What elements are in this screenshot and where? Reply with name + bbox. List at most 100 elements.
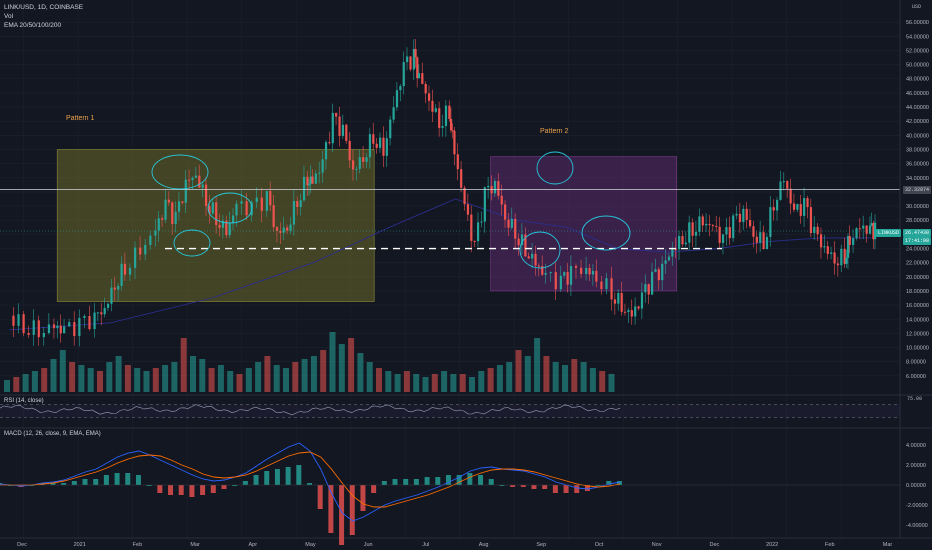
candle-body: [255, 197, 258, 203]
ema-indicator-label[interactable]: EMA 20/50/100/200: [4, 22, 62, 29]
macd-histogram-bar: [584, 485, 590, 491]
volume-bar: [301, 359, 308, 392]
macd-tick-label: 2.00000: [906, 463, 926, 469]
candle-body: [302, 176, 306, 201]
volume-bar: [431, 374, 438, 392]
volume-bar: [562, 365, 568, 392]
price-tick-label: 18.00000: [906, 289, 929, 295]
candle-body: [345, 124, 348, 141]
candle-body: [78, 317, 81, 337]
macd-histogram-bar: [82, 479, 88, 485]
candle-body: [613, 299, 617, 304]
candle-body: [708, 223, 711, 225]
candle-body: [63, 326, 66, 334]
candle-body: [225, 220, 228, 236]
rsi-title[interactable]: RSI (14, close): [4, 398, 44, 404]
time-axis-label: Mar: [190, 542, 200, 548]
macd-histogram-bar: [606, 481, 612, 485]
price-tick-label: 42.00000: [906, 119, 929, 125]
candle-body: [591, 270, 595, 275]
volume-bar: [106, 362, 113, 392]
candle-body: [22, 314, 25, 334]
candle-body: [265, 191, 268, 211]
candle-body: [161, 218, 164, 220]
candle-body: [657, 269, 660, 281]
candle-body: [487, 185, 490, 188]
price-tick-label: 10.00000: [906, 346, 929, 352]
candle-body: [362, 157, 365, 162]
candle-body: [569, 265, 573, 285]
last-price-tag: 26.47430: [903, 229, 932, 237]
macd-histogram-bar: [93, 479, 99, 485]
candle-body: [681, 236, 684, 245]
candle-body: [106, 303, 110, 308]
candle-body: [803, 198, 806, 216]
candle-body: [507, 219, 510, 228]
candle-body: [678, 236, 681, 250]
volume-bar: [459, 374, 466, 392]
candle-body: [154, 230, 157, 236]
candle-body: [534, 253, 537, 266]
macd-histogram-bar: [7, 485, 13, 486]
volume-bar: [403, 371, 410, 392]
macd-histogram-bar: [381, 481, 387, 485]
candle-body: [194, 175, 198, 178]
price-tick-label: 16.00000: [906, 303, 929, 309]
candle-body: [306, 176, 309, 186]
candle-body: [282, 227, 285, 233]
macd-histogram-bar: [339, 485, 345, 545]
candle-body: [201, 184, 204, 188]
candle-body: [574, 265, 578, 268]
candle-body: [855, 228, 858, 239]
candle-body: [412, 49, 415, 70]
candle-body: [759, 232, 762, 243]
volume-bar: [264, 356, 271, 392]
macd-histogram-bar: [168, 485, 174, 495]
macd-histogram-bar: [317, 485, 323, 509]
candle-body: [667, 256, 671, 261]
candle-body: [321, 159, 324, 173]
candle-body: [742, 208, 745, 223]
volume-bar: [162, 365, 169, 392]
candle-body: [204, 184, 208, 207]
candle-body: [473, 240, 476, 242]
macd-histogram-bar: [285, 467, 291, 485]
candle-body: [128, 267, 132, 275]
candle-body: [721, 234, 725, 243]
candle-body: [414, 49, 417, 58]
candle-body: [728, 227, 731, 239]
volume-bar: [348, 338, 355, 392]
volume-bar: [422, 377, 429, 392]
vol-indicator-label[interactable]: Vol: [4, 13, 14, 20]
candle-body: [711, 224, 715, 226]
macd-title[interactable]: MACD (12, 26, close, 9, EMA, EMA): [4, 431, 101, 437]
candle-body: [809, 207, 813, 234]
candle-body: [745, 208, 748, 220]
volume-bar: [134, 368, 141, 392]
price-tick-label: 12.00000: [906, 331, 929, 337]
candle-body: [537, 265, 541, 267]
candle-body: [341, 124, 345, 136]
candle-body: [846, 236, 850, 258]
time-axis-label: Apr: [249, 542, 258, 548]
volume-bar: [22, 374, 29, 392]
price-tick-label: 38.00000: [906, 147, 929, 153]
candle-body: [441, 126, 444, 128]
candle-body: [748, 219, 752, 227]
candle-body: [348, 140, 351, 161]
symbol-line[interactable]: LINK/USD, 1D, COINBASE: [4, 4, 84, 11]
candle-body: [559, 275, 562, 290]
candle-body: [318, 172, 321, 174]
macd-histogram-bar: [274, 469, 280, 485]
candle-body: [862, 225, 865, 229]
candle-body: [782, 181, 785, 183]
macd-histogram-bar: [125, 473, 131, 485]
candle-body: [762, 232, 765, 250]
candle-body: [585, 267, 588, 275]
candle-body: [514, 218, 517, 239]
candle-body: [806, 198, 809, 208]
time-axis-label: 2021: [74, 542, 86, 548]
volume-bar: [143, 371, 150, 392]
